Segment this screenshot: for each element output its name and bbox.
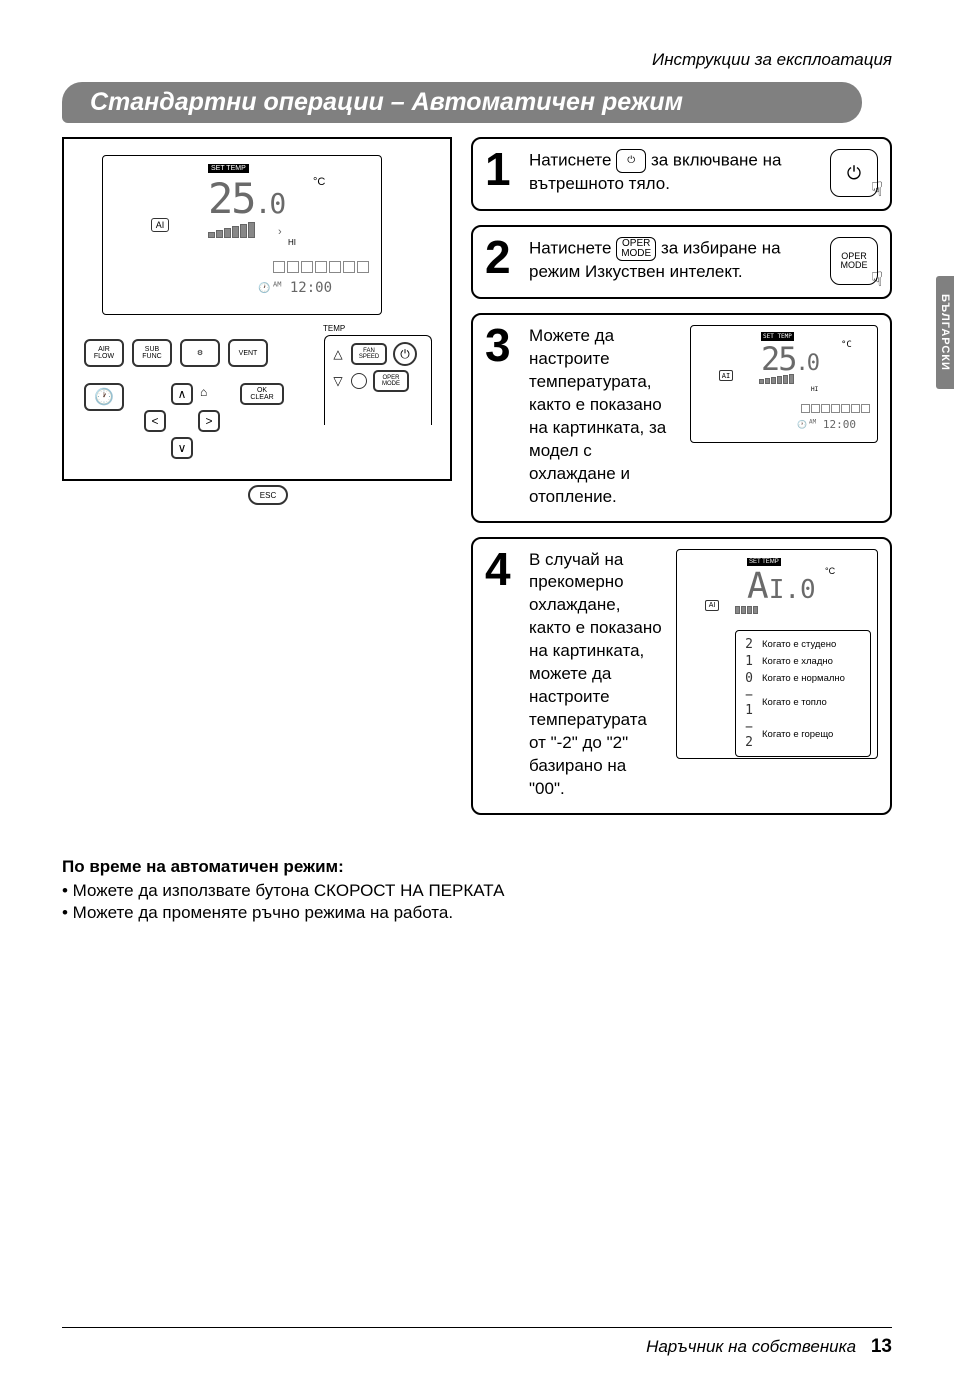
hi-label: HI [288,238,296,247]
step-number: 1 [485,149,519,197]
remote-display: SET TEMP 25.0 °C AI › HI 🕐 AM 12:00 [102,155,382,315]
header-category: Инструкции за експлоатация [62,50,892,70]
footer-text: Наръчник на собственика [646,1337,856,1356]
temp-readout: 25.0 [208,174,284,223]
opermode-inline-icon: OPERMODE [616,237,656,261]
step-4: 4 В случай на прекомерно охлаждане, какт… [471,537,892,815]
temp-down-button[interactable]: ∨ [171,437,193,459]
airflow-button[interactable]: AIR FLOW [84,339,124,367]
step2-text-pre: Натиснете [529,238,616,257]
mini-icons [801,404,870,413]
clock-readout: AM 12:00 [273,280,332,296]
md2-settemp: SET TEMP [747,558,781,566]
step-1: 1 Натиснете ⏻ за включване на вътрешното… [471,137,892,211]
power-inline-icon: ⏻ [616,149,646,173]
vent-button[interactable]: VENT [228,339,268,367]
right-button-group: TEMP △ FAN SPEED ⏻ ▽ OPER MODE [324,335,432,425]
md2-ai: AI [705,600,719,611]
notes-bullet: • Можете да използвате бутона СКОРОСТ НА… [62,881,892,901]
page: Инструкции за експлоатация Стандартни оп… [0,0,954,965]
timer-button[interactable]: 🕐 [84,383,124,411]
circle-button[interactable] [351,373,367,389]
tri-up-icon: △ [331,347,345,361]
settings-button[interactable]: ⚙ [180,339,220,367]
md2-bars [735,606,758,614]
mini-deg: °C [841,340,852,350]
temp-arrows: ∧ ∨ < > ⌂ [132,383,232,461]
fanspeed-button[interactable]: FAN SPEED [351,343,387,365]
mini-clock-icon: 🕐 [797,420,807,429]
left-button[interactable]: < [144,410,166,432]
clock-icon: 🕐 [258,283,270,294]
right-button[interactable]: > [198,410,220,432]
home-icon: ⌂ [200,385,207,399]
temp-grouplabel: TEMP [323,324,345,333]
notes-bullet: • Можете да променяте ръчно режима на ра… [62,903,892,923]
section-title: Стандартни операции – Автоматичен режим [62,82,862,123]
ai-indicator: AI [151,218,169,232]
remote-diagram: SET TEMP 25.0 °C AI › HI 🕐 AM 12:00 AIR … [62,137,452,481]
md2-deg: °C [825,566,835,576]
opermode-press-icon: OPERMODE ☟ [830,237,878,285]
md2-readout: AI.0 [747,566,816,607]
ok-clear-button[interactable]: OK CLEAR [240,383,284,405]
step3-text: Можете да настроите температурата, както… [529,325,678,509]
legend-row: − 2Когато е горещо [740,720,866,750]
power-button[interactable]: ⏻ [393,342,417,366]
temp-legend: 2Когато е студено 1Когато е хладно 0Кога… [735,630,871,757]
settemp-label: SET TEMP [208,164,249,173]
page-number: 13 [871,1336,892,1357]
tri-down-icon: ▽ [331,374,345,388]
mini-bars [759,372,794,384]
step-2: 2 Натиснете OPERMODE за избиране на режи… [471,225,892,299]
power-press-icon: ⏻☟ [830,149,878,197]
mini-clock: AM 12:00 [809,418,856,431]
mini-hi: HI [811,386,818,393]
degree-unit: °C [313,176,325,188]
notes-title: По време на автоматичен режим: [62,857,892,877]
subfunc-button[interactable]: SUB FUNC [132,339,172,367]
esc-button[interactable]: ESC [248,485,288,505]
bars-arrow: › [278,226,282,238]
step-3: 3 Можете да настроите температурата, как… [471,313,892,523]
legend-row: 1Когато е хладно [740,654,866,669]
temp-up-button[interactable]: ∧ [171,383,193,405]
step4-display: SET TEMP AI.0 °C AI 2Когато е студено 1К… [676,549,878,759]
opermode-button[interactable]: OPER MODE [373,370,409,392]
legend-row: 0Когато е нормално [740,671,866,686]
legend-row: 2Когато е студено [740,637,866,652]
hand-icon: ☟ [871,177,883,202]
hand-icon: ☟ [871,270,883,290]
step4-text: В случай на прекомерно охлаждане, както … [529,549,664,801]
notes-block: По време на автоматичен режим: • Можете … [62,857,892,923]
page-footer: Наръчник на собственика 13 [62,1327,892,1358]
step-number: 2 [485,237,519,285]
step3-display: SET TEMP 25.0 °C AI HI 🕐 AM 12:00 [690,325,878,443]
fan-bars [208,222,255,238]
step-number: 3 [485,325,519,509]
legend-row: − 1Когато е топло [740,688,866,718]
step1-text-pre: Натиснете [529,150,616,169]
mini-ai: AI [719,370,733,381]
step-number: 4 [485,549,519,801]
mode-icons-row [273,261,369,273]
